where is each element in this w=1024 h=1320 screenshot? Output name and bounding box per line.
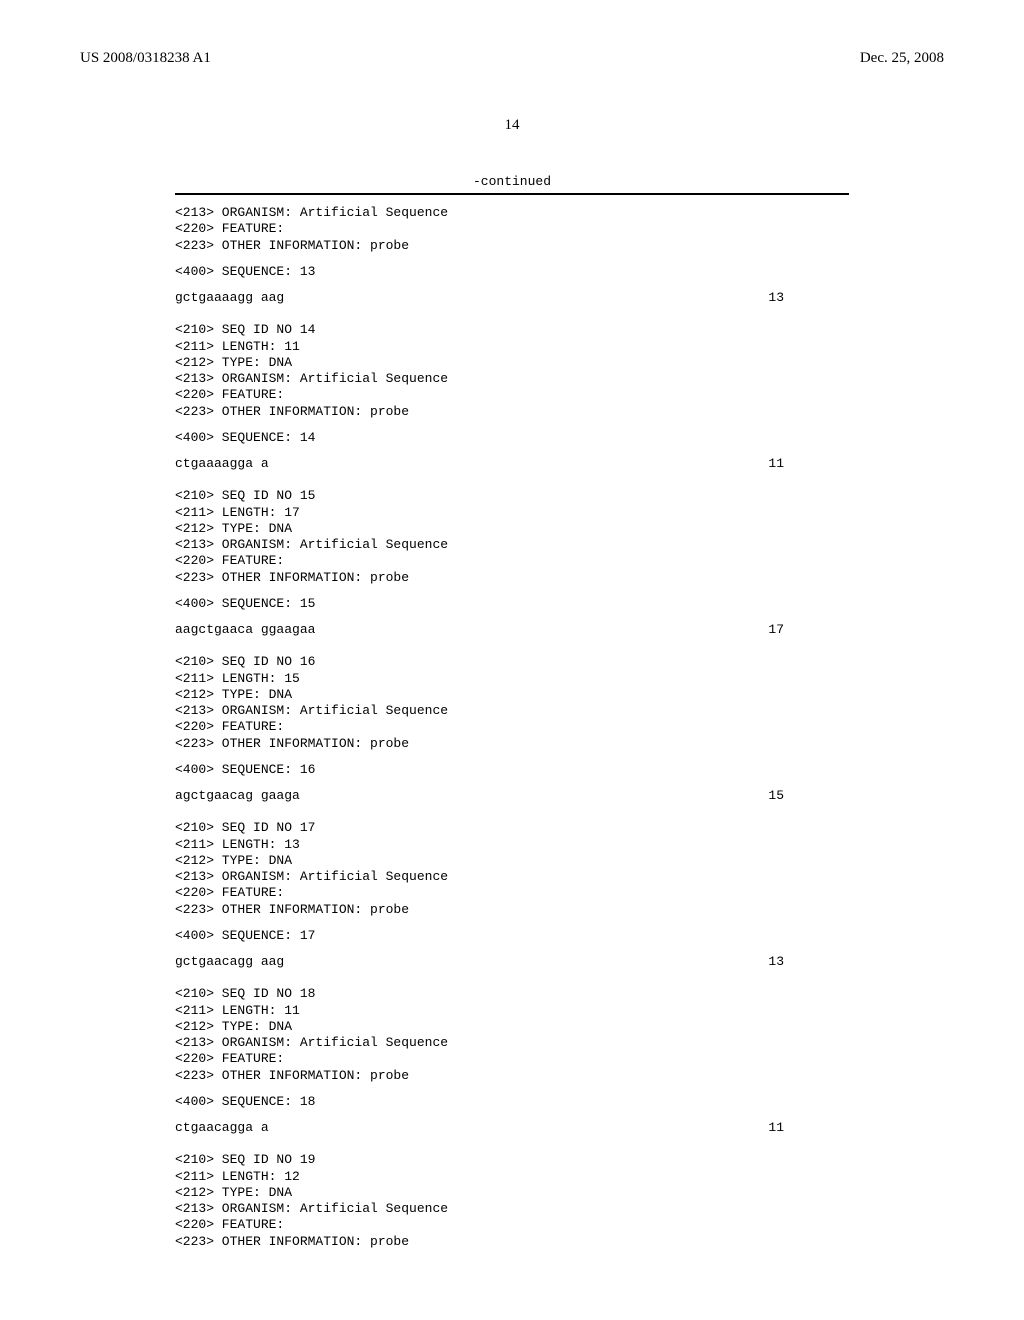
sequence-header: <400> SEQUENCE: 16 xyxy=(175,762,849,778)
meta-line: <212> TYPE: DNA xyxy=(175,687,849,703)
sequence-entry: <213> ORGANISM: Artificial Sequence<220>… xyxy=(175,205,849,306)
meta-line: <210> SEQ ID NO 15 xyxy=(175,488,849,504)
meta-line: <211> LENGTH: 12 xyxy=(175,1169,849,1185)
entry-meta: <210> SEQ ID NO 14<211> LENGTH: 11<212> … xyxy=(175,322,849,420)
entry-meta: <210> SEQ ID NO 18<211> LENGTH: 11<212> … xyxy=(175,986,849,1084)
sequence-row: gctgaaaagg aag 13 xyxy=(175,290,849,306)
meta-line: <212> TYPE: DNA xyxy=(175,521,849,537)
sequence-header: <400> SEQUENCE: 14 xyxy=(175,430,849,446)
sequence-length: 11 xyxy=(768,456,849,472)
sequence-entry: <210> SEQ ID NO 16<211> LENGTH: 15<212> … xyxy=(175,654,849,804)
sequence-header: <400> SEQUENCE: 18 xyxy=(175,1094,849,1110)
sequence-entry: <210> SEQ ID NO 14<211> LENGTH: 11<212> … xyxy=(175,322,849,472)
meta-line: <213> ORGANISM: Artificial Sequence xyxy=(175,537,849,553)
meta-line: <220> FEATURE: xyxy=(175,1217,849,1233)
meta-line: <223> OTHER INFORMATION: probe xyxy=(175,238,849,254)
meta-line: <223> OTHER INFORMATION: probe xyxy=(175,736,849,752)
meta-line: <220> FEATURE: xyxy=(175,553,849,569)
sequence-text: ctgaaaagga a xyxy=(175,456,269,472)
sequence-length: 11 xyxy=(768,1120,849,1136)
meta-line: <213> ORGANISM: Artificial Sequence xyxy=(175,869,849,885)
meta-line: <213> ORGANISM: Artificial Sequence xyxy=(175,205,849,221)
meta-line: <211> LENGTH: 17 xyxy=(175,505,849,521)
sequence-entry: <210> SEQ ID NO 18<211> LENGTH: 11<212> … xyxy=(175,986,849,1136)
meta-line: <223> OTHER INFORMATION: probe xyxy=(175,902,849,918)
sequence-text: aagctgaaca ggaagaa xyxy=(175,622,315,638)
sequence-row: aagctgaaca ggaagaa 17 xyxy=(175,622,849,638)
meta-line: <212> TYPE: DNA xyxy=(175,853,849,869)
meta-line: <211> LENGTH: 11 xyxy=(175,339,849,355)
sequence-row: agctgaacag gaaga 15 xyxy=(175,788,849,804)
meta-line: <210> SEQ ID NO 19 xyxy=(175,1152,849,1168)
meta-line: <213> ORGANISM: Artificial Sequence xyxy=(175,371,849,387)
meta-line: <211> LENGTH: 15 xyxy=(175,671,849,687)
sequence-listing: <213> ORGANISM: Artificial Sequence<220>… xyxy=(80,205,944,1250)
meta-line: <220> FEATURE: xyxy=(175,387,849,403)
sequence-row: ctgaacagga a 11 xyxy=(175,1120,849,1136)
publication-date: Dec. 25, 2008 xyxy=(860,50,944,67)
meta-line: <223> OTHER INFORMATION: probe xyxy=(175,1068,849,1084)
meta-line: <210> SEQ ID NO 16 xyxy=(175,654,849,670)
continued-label: -continued xyxy=(80,174,944,189)
sequence-entry: <210> SEQ ID NO 15<211> LENGTH: 17<212> … xyxy=(175,488,849,638)
sequence-length: 13 xyxy=(768,954,849,970)
divider-wrap xyxy=(80,193,944,195)
sequence-header: <400> SEQUENCE: 15 xyxy=(175,596,849,612)
meta-line: <212> TYPE: DNA xyxy=(175,355,849,371)
sequence-header: <400> SEQUENCE: 17 xyxy=(175,928,849,944)
meta-line: <210> SEQ ID NO 14 xyxy=(175,322,849,338)
sequence-length: 17 xyxy=(768,622,849,638)
meta-line: <212> TYPE: DNA xyxy=(175,1185,849,1201)
meta-line: <212> TYPE: DNA xyxy=(175,1019,849,1035)
sequence-text: gctgaacagg aag xyxy=(175,954,284,970)
meta-line: <220> FEATURE: xyxy=(175,719,849,735)
sequence-header: <400> SEQUENCE: 13 xyxy=(175,264,849,280)
page-header: US 2008/0318238 A1 Dec. 25, 2008 xyxy=(80,50,944,67)
meta-line: <211> LENGTH: 11 xyxy=(175,1003,849,1019)
page-number: 14 xyxy=(80,117,944,134)
meta-line: <223> OTHER INFORMATION: probe xyxy=(175,570,849,586)
meta-line: <210> SEQ ID NO 18 xyxy=(175,986,849,1002)
meta-line: <220> FEATURE: xyxy=(175,221,849,237)
sequence-text: agctgaacag gaaga xyxy=(175,788,300,804)
sequence-row: gctgaacagg aag 13 xyxy=(175,954,849,970)
publication-number: US 2008/0318238 A1 xyxy=(80,50,211,67)
entry-meta: <210> SEQ ID NO 15<211> LENGTH: 17<212> … xyxy=(175,488,849,586)
entry-meta: <210> SEQ ID NO 17<211> LENGTH: 13<212> … xyxy=(175,820,849,918)
sequence-length: 15 xyxy=(768,788,849,804)
meta-line: <213> ORGANISM: Artificial Sequence xyxy=(175,1201,849,1217)
meta-line: <213> ORGANISM: Artificial Sequence xyxy=(175,703,849,719)
entry-meta: <210> SEQ ID NO 19<211> LENGTH: 12<212> … xyxy=(175,1152,849,1250)
sequence-entry: <210> SEQ ID NO 17<211> LENGTH: 13<212> … xyxy=(175,820,849,970)
meta-line: <210> SEQ ID NO 17 xyxy=(175,820,849,836)
divider xyxy=(175,193,849,195)
meta-line: <223> OTHER INFORMATION: probe xyxy=(175,404,849,420)
meta-line: <220> FEATURE: xyxy=(175,1051,849,1067)
meta-line: <223> OTHER INFORMATION: probe xyxy=(175,1234,849,1250)
meta-line: <220> FEATURE: xyxy=(175,885,849,901)
meta-line: <211> LENGTH: 13 xyxy=(175,837,849,853)
meta-line: <213> ORGANISM: Artificial Sequence xyxy=(175,1035,849,1051)
sequence-entry: <210> SEQ ID NO 19<211> LENGTH: 12<212> … xyxy=(175,1152,849,1250)
entry-meta: <213> ORGANISM: Artificial Sequence<220>… xyxy=(175,205,849,254)
sequence-text: ctgaacagga a xyxy=(175,1120,269,1136)
sequence-text: gctgaaaagg aag xyxy=(175,290,284,306)
sequence-row: ctgaaaagga a 11 xyxy=(175,456,849,472)
sequence-length: 13 xyxy=(768,290,849,306)
entry-meta: <210> SEQ ID NO 16<211> LENGTH: 15<212> … xyxy=(175,654,849,752)
